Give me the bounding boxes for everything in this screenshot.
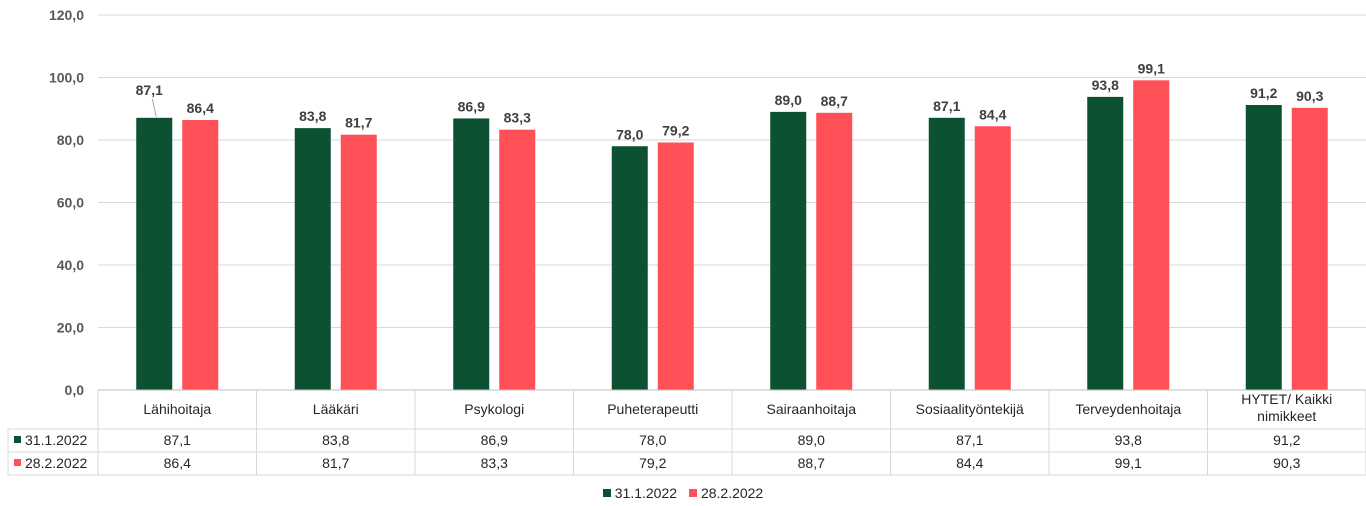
legend: 31.1.2022 28.2.2022: [0, 484, 1366, 501]
bar-1: [611, 146, 648, 390]
data-label: 79,2: [662, 123, 689, 139]
legend-swatch-series-1: [602, 489, 611, 497]
legend-item-series-2: 28.2.2022: [688, 485, 764, 501]
bar-1: [294, 128, 331, 390]
data-label: 83,8: [299, 108, 326, 124]
data-label: 87,1: [933, 98, 960, 114]
bar-2: [1291, 107, 1328, 390]
table-cell: 88,7: [798, 455, 825, 471]
data-label-leader: [151, 98, 157, 117]
table-cell: 84,4: [956, 455, 983, 471]
table-cell: 81,7: [322, 455, 349, 471]
y-tick-label: 60,0: [57, 195, 84, 211]
table-cell: 86,9: [481, 432, 508, 448]
table-cell: 79,2: [639, 455, 666, 471]
category-label: HYTET/ Kaikki nimikkeet: [1241, 391, 1332, 424]
bar-2: [974, 126, 1011, 390]
table-cell: 99,1: [1115, 455, 1142, 471]
table-legend-key: [14, 459, 21, 466]
category-label: Terveydenhoitaja: [1075, 401, 1181, 417]
table-cell: 90,3: [1273, 455, 1300, 471]
category-label: Sosiaalityöntekijä: [916, 401, 1024, 417]
table-cell: 78,0: [639, 432, 666, 448]
category-label: Puheterapeutti: [607, 401, 698, 417]
table-series-name: 31.1.2022: [25, 432, 87, 448]
bar-1: [1245, 105, 1282, 390]
category-label: Psykologi: [464, 401, 524, 417]
bar-2: [657, 142, 694, 390]
table-legend-key: [14, 436, 21, 443]
y-tick-label: 40,0: [57, 257, 84, 273]
y-tick-label: 120,0: [49, 7, 84, 23]
data-label: 86,4: [187, 100, 214, 116]
bar-1: [136, 117, 173, 390]
legend-item-series-1: 31.1.2022: [602, 485, 678, 501]
bar-2: [1133, 80, 1170, 390]
legend-label-series-1: 31.1.2022: [614, 485, 678, 501]
bar-1: [928, 117, 965, 390]
bar-chart: 0,0 20,0 40,0 60,0 80,0 100,0 120,0 87,1 83,8 86,…: [7, 7, 1366, 476]
table-cell: 87,1: [956, 432, 983, 448]
data-label: 86,9: [458, 98, 485, 114]
table-cell: 93,8: [1115, 432, 1142, 448]
y-tick-label: 100,0: [49, 70, 84, 86]
category-label: Sairaanhoitaja: [766, 401, 856, 417]
data-label: 81,7: [345, 115, 372, 131]
bar-1: [453, 118, 490, 390]
bar-2: [182, 120, 219, 390]
table-series-name: 28.2.2022: [25, 455, 87, 471]
data-label: 78,0: [616, 126, 643, 142]
bar-2: [340, 134, 377, 390]
bar-1: [770, 111, 807, 390]
legend-label-series-2: 28.2.2022: [700, 485, 764, 501]
data-label: 83,3: [504, 110, 531, 126]
data-label: 91,2: [1250, 85, 1277, 101]
bar-2: [816, 112, 853, 390]
category-label: Lähihoitaja: [143, 401, 211, 417]
table-cell: 87,1: [164, 432, 191, 448]
data-label: 84,4: [979, 106, 1006, 122]
y-tick-label: 20,0: [57, 320, 84, 336]
data-label: 90,3: [1296, 88, 1323, 104]
table-cell: 86,4: [164, 455, 191, 471]
category-label: Lääkäri: [313, 401, 359, 417]
bar-2: [499, 129, 536, 390]
data-label: 88,7: [821, 93, 848, 109]
bar-1: [1087, 96, 1124, 390]
table-cell: 83,8: [322, 432, 349, 448]
table-cell: 91,2: [1273, 432, 1300, 448]
y-tick-label: 80,0: [57, 132, 84, 148]
table-cell: 89,0: [798, 432, 825, 448]
data-label: 99,1: [1138, 60, 1165, 76]
data-label: 93,8: [1092, 77, 1119, 93]
data-label: 89,0: [775, 92, 802, 108]
data-label: 87,1: [136, 82, 163, 98]
y-tick-label: 0,0: [65, 382, 85, 398]
table-cell: 83,3: [481, 455, 508, 471]
legend-swatch-series-2: [688, 489, 697, 497]
